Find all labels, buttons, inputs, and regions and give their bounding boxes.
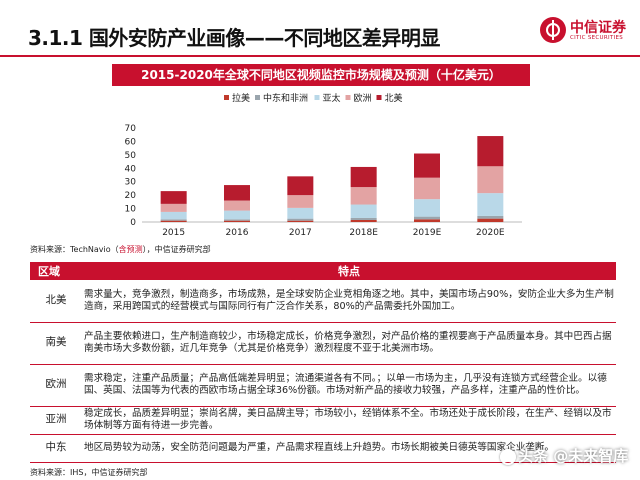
table-row: 亚洲 稳定成长，品质差异明显；崇尚名牌，美日品牌主导；市场较小，经销体系不全。市…	[30, 406, 616, 435]
table-row: 欧洲 需求稳定，注重产品质量；产品高低端差异明显；流通渠道各有不同。；以单一市场…	[30, 364, 616, 407]
y-tick-label: 10	[125, 205, 137, 215]
bar-segment	[477, 218, 504, 222]
bar-segment	[350, 187, 377, 205]
bar-segment	[477, 193, 504, 216]
legend-swatch	[255, 95, 260, 100]
y-tick-label: 40	[125, 164, 137, 174]
chart-title: 2015-2020年全球不同地区视频监控市场规模及预测（十亿美元）	[112, 64, 530, 86]
bar-segment	[414, 216, 440, 220]
feature-cell: 地区局势较为动荡，安全防范问题最为严重，产品需求程直线上升趋势。市场长期被美日德…	[82, 434, 616, 463]
header-features: 特点	[82, 262, 616, 280]
region-cell: 欧洲	[30, 364, 82, 407]
header-region: 区域	[30, 262, 82, 280]
watermark: 头条 @未来智库	[500, 445, 640, 475]
legend-label: 欧洲	[354, 92, 372, 104]
bar-segment	[160, 220, 187, 222]
bar-segment	[160, 191, 187, 204]
bar-segment	[224, 210, 250, 220]
legend-swatch	[345, 95, 351, 100]
legend-label: 亚太	[323, 92, 341, 104]
region-cell: 亚洲	[30, 406, 82, 435]
region-cell: 南美	[30, 322, 82, 365]
bar-segment	[224, 200, 250, 211]
table-row: 北美 需求量大，竞争激烈，制造商多，市场成熟，是全球安防企业竞相角逐之地。其中，…	[30, 280, 616, 323]
legend-label: 拉美	[232, 92, 250, 104]
x-tick-label: 2017	[289, 228, 312, 238]
bar-segment	[287, 218, 314, 221]
y-tick-label: 60	[125, 137, 137, 147]
watermark-icon	[500, 448, 516, 465]
x-tick-label: 2016	[226, 228, 249, 238]
bar-segment	[224, 185, 250, 201]
stacked-bar-chart: 拉美 中东和非洲 亚太 欧洲 北美 0 10 20 30 40 50 60 70 2015 2016 2017…	[125, 92, 522, 238]
bar-segment	[477, 136, 504, 167]
y-tick-label: 50	[125, 151, 137, 161]
chart-source-suffix: ），中信证券研究部	[142, 245, 211, 254]
bar-segment	[350, 204, 377, 218]
table-row: 南美 产品主要依赖进口，生产制造商较少，市场稳定成长，价格竞争激烈，对产品价格的…	[30, 322, 616, 365]
legend-swatch	[376, 95, 382, 100]
bar-segment	[414, 153, 440, 178]
citic-logo-icon	[540, 17, 566, 43]
logo-name-en: CITIC SECURITIES	[570, 35, 624, 41]
bar-segment	[414, 199, 440, 217]
bar-segment	[477, 215, 504, 219]
y-tick-label: 30	[125, 178, 137, 188]
bar-segment	[350, 217, 377, 220]
legend-label: 中东和非洲	[263, 92, 308, 104]
feature-cell: 需求量大，竞争激烈，制造商多，市场成熟，是全球安防企业竞相角逐之地。其中，美国市…	[82, 280, 616, 323]
bar-segment	[414, 177, 440, 200]
bar-segment	[224, 220, 250, 222]
x-tick-label: 2020E	[476, 228, 505, 238]
feature-cell: 稳定成长，品质差异明显；崇尚名牌，美日品牌主导；市场较小，经销体系不全。市场还处…	[82, 406, 616, 435]
bar-segment	[160, 219, 187, 221]
chart-source-prefix: 资料来源：TechNavio（	[30, 245, 119, 254]
chart-source-highlight: 含预测	[118, 245, 143, 254]
bar-segment	[414, 219, 440, 222]
watermark-text: 头条 @未来智库	[518, 447, 629, 465]
table-source: 资料来源：IHS，中信证券研究部	[30, 468, 148, 477]
page-title: 3.1.1 国外安防产业画像——不同地区差异明显	[28, 26, 440, 50]
region-table: 区域 特点 北美 需求量大，竞争激烈，制造商多，市场成熟，是全球安防企业竞相角逐…	[30, 262, 616, 463]
citic-logo: 中信证券 CITIC SECURITIES	[540, 17, 632, 47]
bar-segment	[287, 195, 314, 208]
bar-segment	[477, 166, 504, 194]
bar-segment	[160, 211, 187, 220]
bar-segment	[287, 207, 314, 219]
bar-segment	[287, 220, 314, 222]
bar-segment	[160, 203, 187, 212]
bar-segment	[350, 166, 377, 188]
legend-swatch	[314, 95, 320, 100]
x-tick-label: 2015	[162, 228, 185, 238]
logo-name-cn: 中信证券	[570, 20, 626, 36]
bar-segment	[287, 176, 314, 196]
x-tick-label: 2018E	[349, 228, 378, 238]
legend-swatch	[224, 95, 229, 100]
y-tick-label: 0	[130, 218, 136, 228]
y-tick-label: 20	[125, 191, 137, 201]
x-tick-label: 2019E	[413, 228, 442, 238]
feature-cell: 需求稳定，注重产品质量；产品高低端差异明显；流通渠道各有不同。；以单一市场为主，…	[82, 364, 616, 407]
legend-label: 北美	[385, 92, 403, 104]
region-cell: 中东	[30, 434, 82, 463]
table-header-row: 区域 特点	[30, 262, 616, 280]
chart-source: 资料来源：TechNavio（含预测），中信证券研究部	[30, 244, 211, 255]
feature-cell: 产品主要依赖进口，生产制造商较少，市场稳定成长，价格竞争激烈，对产品价格的重视要…	[82, 322, 616, 365]
table-row: 中东 地区局势较为动荡，安全防范问题最为严重，产品需求程直线上升趋势。市场长期被…	[30, 434, 616, 463]
bar-segment	[350, 219, 377, 222]
y-tick-label: 70	[125, 124, 137, 134]
bar-segment	[224, 219, 250, 221]
region-cell: 北美	[30, 280, 82, 323]
header-rule	[0, 55, 640, 57]
